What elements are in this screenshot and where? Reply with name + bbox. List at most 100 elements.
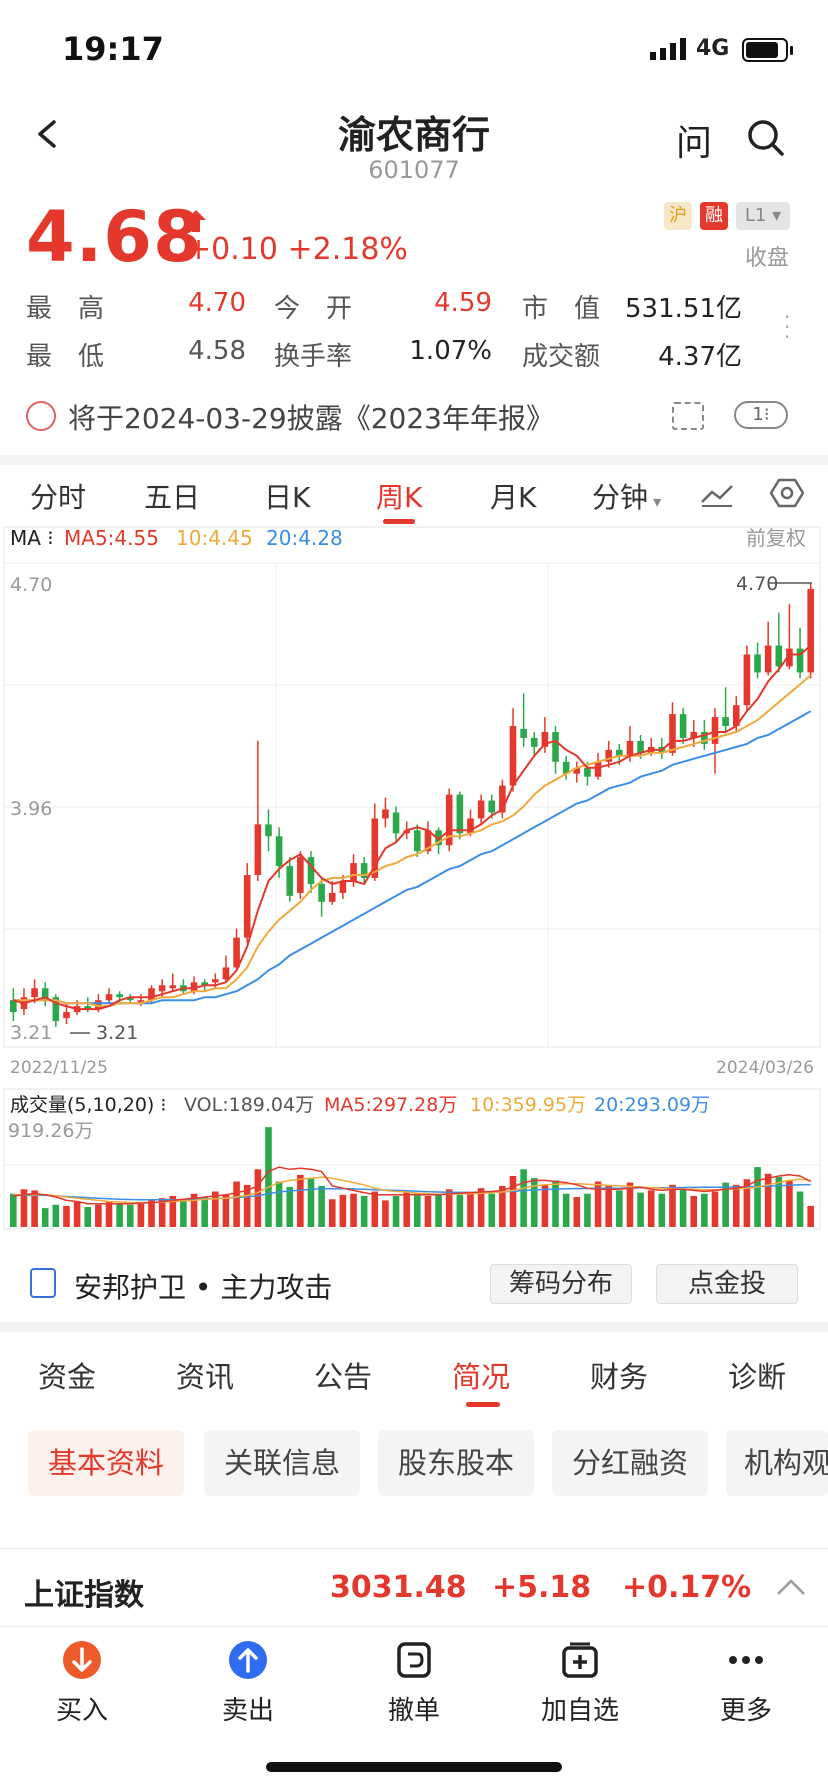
nav-add-watchlist[interactable]: 加自选 (520, 1640, 640, 1727)
settings-icon[interactable] (770, 478, 804, 508)
indicator-icon[interactable] (700, 480, 734, 508)
candle-body (807, 588, 814, 673)
volume-bar (616, 1190, 623, 1227)
volume-bar (222, 1194, 230, 1227)
nav-more[interactable]: 更多 (686, 1640, 806, 1727)
feature-text[interactable]: 安邦护卫 • 主力攻击 (74, 1271, 333, 1304)
tab-financials[interactable]: 财务 (590, 1360, 649, 1394)
tab-weekly-k[interactable]: 周K (376, 481, 423, 514)
chip-distribution-button[interactable]: 筹码分布 (490, 1264, 632, 1304)
tab-announcements[interactable]: 公告 (314, 1360, 373, 1394)
candle-body (456, 794, 464, 834)
back-icon[interactable] (34, 120, 62, 148)
volume-ma5: MA5:297.28万 (324, 1094, 457, 1116)
candle-body (360, 863, 368, 879)
index-bar[interactable] (0, 1548, 828, 1628)
scan-icon[interactable] (672, 402, 704, 430)
candle-body (637, 740, 644, 753)
battery-icon (742, 38, 788, 62)
index-value: 3031.48 (330, 1570, 467, 1605)
candle-body (254, 824, 262, 876)
candle-body (265, 824, 272, 837)
volume-bar (807, 1205, 814, 1227)
candle-body (95, 1000, 102, 1010)
volume-bar (701, 1193, 708, 1227)
volume-bar (424, 1195, 432, 1227)
chip-dividends[interactable]: 分红融资 (552, 1430, 708, 1496)
price-change: +0.10 +2.18% (186, 232, 408, 267)
candle-body (41, 988, 49, 1001)
nav-cancel[interactable]: 撤单 (354, 1640, 474, 1727)
candle-body (31, 988, 38, 998)
more-stats-icon[interactable]: · · · (784, 305, 791, 349)
tab-monthly-k[interactable]: 月K (490, 481, 537, 514)
volume-bar (169, 1195, 177, 1227)
volume-bar (520, 1169, 527, 1227)
volume-title: 成交量(5,10,20) ⁝ (10, 1094, 166, 1116)
tab-intraday[interactable]: 分时 (30, 481, 87, 514)
network-label: 4G (696, 36, 730, 61)
price-axis-bottom: 3.21 (10, 1022, 52, 1044)
notice-text[interactable]: 将于2024-03-29披露《2023年年报》 (68, 402, 554, 435)
index-change: +5.18 (492, 1570, 592, 1605)
divider (0, 1322, 828, 1332)
candle-body (477, 800, 485, 819)
notice-count-pill[interactable]: 1⁝ (734, 401, 788, 429)
nav-buy[interactable]: 买入 (22, 1640, 142, 1727)
candle-body (775, 645, 783, 667)
status-bar: 19:17 4G (0, 0, 828, 90)
chip-shareholders[interactable]: 股东股本 (378, 1430, 534, 1496)
volume-axis-max: 919.26万 (8, 1120, 93, 1142)
sell-icon (229, 1641, 267, 1679)
volume-ma20: 20:293.09万 (594, 1094, 710, 1116)
stat-value-amount: 4.37亿 (658, 342, 742, 372)
chip-institution-views[interactable]: 机构观点 (726, 1430, 828, 1496)
home-indicator (266, 1762, 562, 1772)
volume-bar (190, 1193, 198, 1227)
candle-body (573, 767, 581, 774)
candle-body (605, 749, 612, 762)
volume-bar (658, 1193, 666, 1227)
tab-diagnosis[interactable]: 诊断 (728, 1360, 787, 1394)
volume-bar (297, 1174, 304, 1227)
tab-5day[interactable]: 五日 (144, 481, 201, 514)
volume-bar (477, 1188, 485, 1227)
candle-body (169, 985, 177, 989)
candle-body (243, 875, 251, 938)
kline-chart[interactable]: MA ⁝ MA5:4.55 10:4.45 20:4.28 前复权 4.70 3… (0, 525, 828, 1245)
tab-news[interactable]: 资讯 (176, 1360, 235, 1394)
tab-funds[interactable]: 资金 (38, 1360, 97, 1394)
index-percent: +0.17% (622, 1570, 752, 1605)
dianjintou-button[interactable]: 点金投 (656, 1264, 798, 1304)
nav-buy-label: 买入 (55, 1696, 108, 1726)
chevron-up-icon[interactable] (776, 1578, 806, 1596)
adjust-label[interactable]: 前复权 (746, 526, 806, 550)
search-icon[interactable] (746, 118, 786, 158)
volume-bar (339, 1194, 347, 1227)
ask-button[interactable]: 问 (676, 123, 713, 164)
candle-body (148, 988, 155, 1001)
tab-overview[interactable]: 简况 (452, 1360, 511, 1394)
volume-current: VOL:189.04万 (184, 1094, 314, 1116)
tab-daily-k[interactable]: 日K (264, 481, 311, 514)
candle-body (63, 1012, 70, 1019)
nav-sell-label: 卖出 (221, 1696, 274, 1726)
level-tag[interactable]: L1 ▾ (736, 202, 790, 230)
candle-body (84, 1006, 92, 1010)
volume-bar (10, 1193, 17, 1227)
volume-bar (637, 1192, 644, 1227)
feature-icon (30, 1268, 56, 1298)
chip-basic-info[interactable]: 基本资料 (28, 1430, 184, 1496)
stat-label-amount: 成交额 (522, 342, 601, 372)
volume-bars-group (10, 1127, 814, 1227)
candle-body (732, 705, 740, 727)
candle-body (445, 794, 453, 846)
stat-value-high: 4.70 (188, 288, 246, 318)
volume-bar (307, 1178, 315, 1227)
volume-bar (73, 1201, 81, 1227)
nav-sell[interactable]: 卖出 (188, 1640, 308, 1727)
chip-related-info[interactable]: 关联信息 (204, 1430, 360, 1496)
tab-minute[interactable]: 分钟 ▾ (592, 481, 662, 514)
stat-value-turnover: 1.07% (409, 336, 492, 366)
candle-body (328, 892, 336, 902)
